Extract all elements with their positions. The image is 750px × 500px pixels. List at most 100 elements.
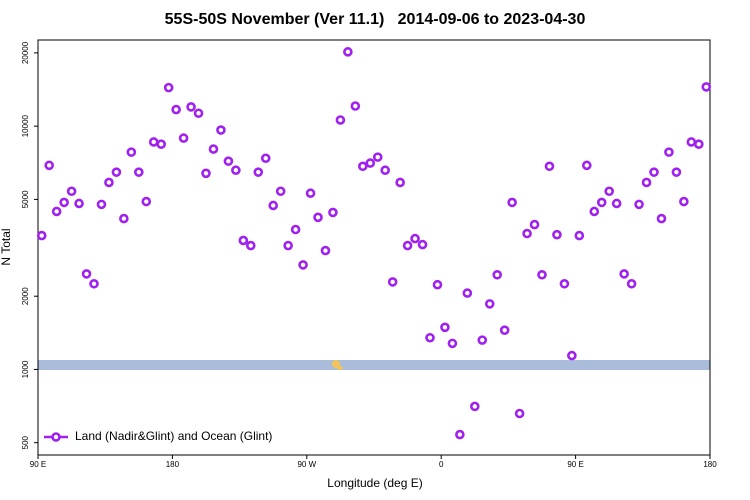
data-point: [462, 288, 473, 298]
data-point: [507, 197, 517, 208]
data-point: [156, 139, 166, 149]
data-point: [335, 115, 346, 125]
data-point: [96, 199, 107, 210]
data-point: [357, 161, 368, 172]
data-point: [343, 47, 353, 57]
data-point: [51, 206, 62, 217]
data-point: [596, 197, 607, 208]
data-point: [134, 167, 144, 177]
y-tick-label: 5000: [21, 190, 30, 208]
data-point: [589, 206, 600, 217]
data-point: [231, 165, 241, 176]
data-point: [499, 325, 510, 335]
data-point: [253, 167, 264, 177]
data-point: [701, 82, 712, 92]
land-patch: [337, 366, 343, 370]
data-point: [178, 133, 189, 143]
data-point: [671, 167, 682, 177]
data-point: [89, 278, 99, 289]
data-point: [163, 82, 174, 93]
x-tick-label: 90 W: [297, 460, 316, 469]
data-point: [201, 168, 211, 179]
x-tick-label: 180: [166, 460, 180, 469]
data-point: [216, 125, 226, 135]
data-point: [81, 269, 92, 279]
data-point: [544, 161, 555, 172]
data-point: [664, 147, 674, 157]
data-point: [387, 277, 398, 287]
data-point: [66, 186, 77, 197]
data-point: [126, 147, 137, 157]
data-point: [574, 230, 585, 241]
land-patch: [332, 360, 340, 368]
data-point: [634, 199, 644, 210]
data-point: [641, 177, 652, 188]
data-point: [298, 260, 308, 270]
data-point: [223, 156, 234, 166]
x-tick-label: 180: [703, 460, 717, 469]
data-point: [567, 350, 577, 361]
chart-title: 55S-50S November (Ver 11.1) 2014-09-06 t…: [165, 11, 586, 28]
data-point: [193, 108, 204, 119]
data-point: [514, 408, 525, 419]
data-point: [447, 338, 458, 349]
x-tick-label: 90 E: [30, 460, 46, 469]
data-point: [104, 177, 114, 188]
data-point: [395, 177, 405, 188]
legend-label: Land (Nadir&Glint) and Ocean (Glint): [75, 429, 272, 443]
y-tick-label: 10000: [21, 114, 30, 137]
data-point: [372, 152, 383, 162]
data-point: [417, 239, 428, 250]
data-point: [425, 332, 435, 343]
data-point: [619, 269, 629, 279]
data-point: [44, 160, 55, 171]
data-point: [529, 219, 540, 230]
data-point: [268, 200, 279, 211]
data-point: [290, 224, 301, 235]
data-point: [59, 197, 69, 208]
data-point: [74, 198, 84, 209]
data-point: [537, 269, 547, 280]
y-tick-label: 500: [21, 435, 30, 449]
data-point: [552, 229, 562, 240]
data-point: [328, 207, 338, 218]
y-axis-label: N Total: [0, 228, 13, 265]
data-point: [350, 101, 361, 111]
data-point: [626, 278, 637, 289]
data-point: [171, 104, 181, 115]
map-strip: [38, 360, 710, 370]
data-point: [440, 322, 450, 333]
data-point: [111, 167, 122, 177]
data-point: [119, 213, 129, 224]
data-point: [141, 196, 152, 207]
data-point: [432, 279, 443, 290]
y-tick-label: 20000: [21, 41, 30, 64]
data-point: [305, 188, 316, 199]
data-point: [320, 245, 331, 256]
data-point: [36, 230, 47, 241]
data-point: [604, 186, 615, 197]
data-point: [410, 233, 420, 244]
data-point: [275, 186, 286, 197]
data-point: [365, 158, 376, 168]
data-point: [283, 240, 293, 251]
data-point: [246, 240, 256, 251]
y-tick-label: 2000: [21, 287, 30, 305]
y-tick-label: 1000: [21, 360, 30, 378]
data-point: [208, 144, 219, 154]
data-point: [380, 165, 391, 176]
data-point: [238, 235, 249, 246]
data-point: [611, 198, 622, 209]
legend-marker: [51, 432, 61, 442]
data-point: [581, 160, 592, 171]
data-point: [656, 213, 667, 224]
data-point: [455, 429, 465, 440]
x-axis-label: Longitude (deg E): [327, 476, 422, 490]
data-point: [402, 240, 413, 251]
data-point: [260, 153, 271, 164]
plot-frame: [37, 39, 711, 456]
data-point: [186, 102, 196, 112]
data-point: [484, 299, 495, 309]
